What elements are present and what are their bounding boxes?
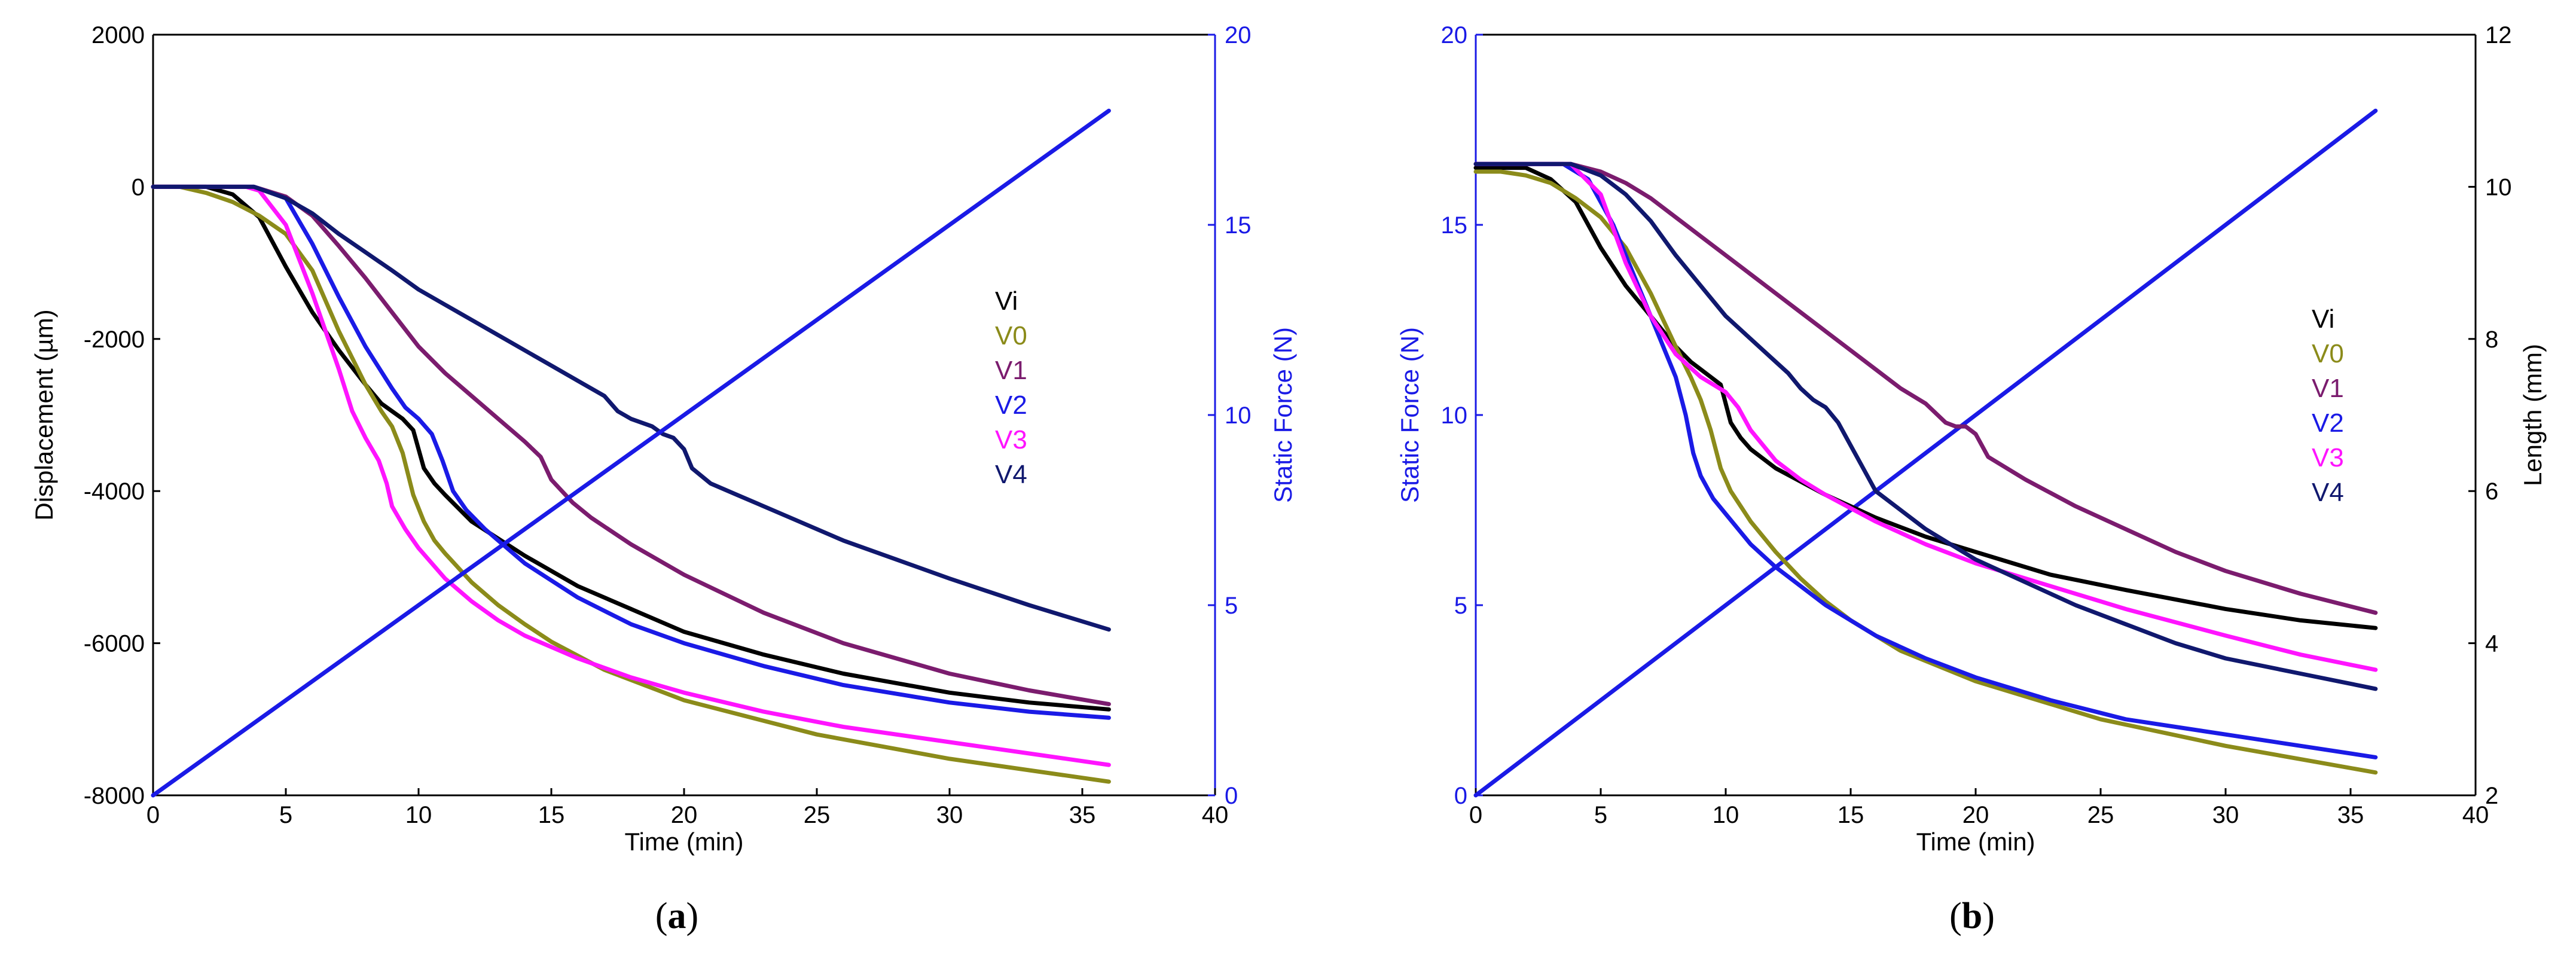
b-ytick-label: 5 (1454, 593, 1467, 619)
b-y2label: Length (mm) (2519, 344, 2547, 486)
b-xtick-label: 5 (1594, 802, 1607, 828)
b-series-v0 (1473, 169, 2378, 775)
caption-a: (a) (655, 896, 698, 936)
b-xtick-label: 30 (2212, 802, 2239, 828)
b-ytick-label: 0 (1454, 783, 1467, 809)
a-xtick-label: 25 (804, 802, 831, 828)
a-y2tick-label: 10 (1225, 402, 1252, 429)
b-series-static-force (1473, 108, 2378, 798)
a-legend-v0: V0 (995, 321, 1027, 350)
a-legend-v3: V3 (995, 425, 1027, 454)
a-ytick-label: 2000 (91, 22, 145, 48)
a-xtick-label: 30 (936, 802, 963, 828)
b-xtick-label: 25 (2087, 802, 2114, 828)
b-series-vi (1473, 166, 2378, 630)
b-series-v4 (1473, 161, 2378, 691)
a-xtick-label: 10 (405, 802, 432, 828)
b-y2tick-label: 4 (2485, 631, 2498, 657)
a-xtick-label: 35 (1069, 802, 1096, 828)
b-series-v1 (1473, 161, 2378, 615)
a-series-v3 (151, 184, 1111, 767)
a-y2tick-label: 15 (1225, 212, 1252, 239)
a-xtick-label: 5 (279, 802, 292, 828)
b-ytick-label: 10 (1441, 402, 1468, 429)
a-ytick-label: 0 (132, 174, 145, 200)
a-y2tick-label: 0 (1225, 783, 1238, 809)
b-legend-v0: V0 (2312, 339, 2344, 368)
b-ytick-label: 15 (1441, 212, 1468, 239)
b-series-v2 (1473, 161, 2378, 759)
a-ytick-label: -2000 (84, 327, 145, 353)
b-legend-v2: V2 (2312, 408, 2344, 438)
b-xtick-label: 10 (1713, 802, 1739, 828)
panel-b-chart: 0 5 10 15 20 25 30 35 40 0 5 10 15 20 2 4 6 8 10 12 Time (mi… (1396, 22, 2547, 856)
a-legend-v4: V4 (995, 460, 1027, 489)
a-ytick-label: -8000 (84, 783, 145, 809)
caption-b: (b) (1949, 896, 1995, 936)
b-y2tick-label: 2 (2485, 783, 2498, 809)
a-ylabel: Displacement (µm) (30, 309, 58, 520)
a-xtick-label: 15 (538, 802, 565, 828)
a-series-static-force (151, 108, 1111, 798)
a-xtick-label: 40 (1202, 802, 1229, 828)
a-series-v2 (151, 184, 1111, 720)
a-xlabel: Time (min) (624, 828, 743, 856)
b-xtick-label: 40 (2462, 802, 2489, 828)
b-xtick-label: 20 (1962, 802, 1989, 828)
a-ytick-label: -4000 (84, 478, 145, 505)
a-xtick-label: 0 (146, 802, 160, 828)
b-xlabel: Time (min) (1916, 828, 2035, 856)
panel-a-chart: 0 5 10 15 20 25 30 35 40-8000-6000-4000-20000200… (30, 22, 1297, 856)
b-y2tick-label: 10 (2485, 174, 2512, 200)
b-ytick-label: 20 (1441, 22, 1468, 48)
b-y2tick-label: 12 (2485, 22, 2512, 48)
a-legend-vi: Vi (995, 286, 1018, 316)
a-series-v4 (151, 184, 1111, 632)
a-legend-v2: V2 (995, 390, 1027, 420)
a-ytick-label: -6000 (84, 631, 145, 657)
b-legend-v4: V4 (2312, 478, 2344, 507)
b-xtick-label: 35 (2337, 802, 2364, 828)
a-y2label: Static Force (N) (1269, 327, 1297, 503)
b-y2tick-label: 8 (2485, 327, 2498, 353)
b-legend-vi: Vi (2312, 304, 2334, 334)
a-series-v1 (151, 184, 1111, 706)
b-xtick-label: 15 (1838, 802, 1864, 828)
b-y2tick-label: 6 (2485, 478, 2498, 505)
a-xtick-label: 20 (671, 802, 698, 828)
b-xtick-label: 0 (1469, 802, 1482, 828)
b-legend-v1: V1 (2312, 374, 2344, 403)
a-y2tick-label: 5 (1225, 593, 1238, 619)
b-series-v3 (1473, 161, 2378, 672)
b-legend-v3: V3 (2312, 443, 2344, 472)
a-series-vi (151, 184, 1111, 712)
b-ylabel: Static Force (N) (1396, 327, 1424, 503)
a-legend-v1: V1 (995, 356, 1027, 385)
a-y2tick-label: 20 (1225, 22, 1252, 48)
